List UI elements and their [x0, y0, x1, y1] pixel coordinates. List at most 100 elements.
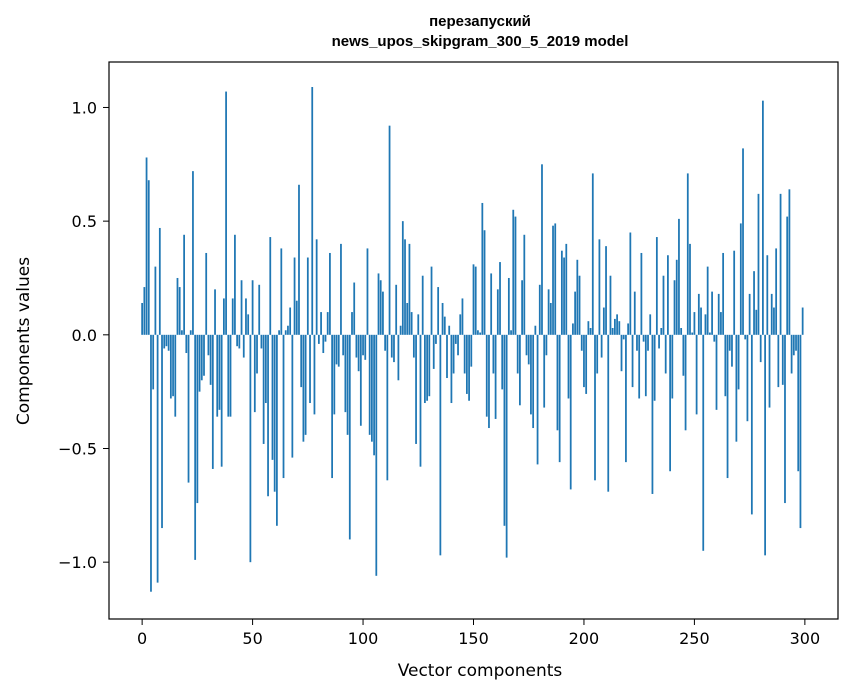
bar [775, 248, 778, 335]
bar [614, 318, 616, 335]
bar [459, 314, 462, 335]
bar [801, 307, 804, 335]
bar [496, 289, 499, 335]
bar [424, 334, 426, 404]
bar [450, 334, 453, 404]
bar [300, 334, 303, 388]
bar [678, 218, 680, 335]
bar [538, 284, 541, 335]
bar [638, 334, 641, 399]
bar [251, 280, 254, 335]
bar [532, 334, 535, 429]
bar [377, 273, 380, 335]
bar [322, 334, 325, 354]
bar [167, 334, 170, 351]
bar [543, 334, 546, 408]
bar [324, 334, 327, 342]
bar [792, 334, 795, 356]
bar [560, 250, 563, 335]
x-tick-label: 0 [137, 629, 147, 648]
bar [669, 334, 671, 472]
bar [194, 334, 197, 560]
bar [545, 334, 548, 356]
x-tick-label: 300 [790, 629, 821, 648]
bar [353, 282, 356, 335]
bar [231, 298, 234, 335]
bar [371, 334, 373, 442]
bar [165, 334, 168, 347]
bar [600, 334, 603, 358]
bar [200, 334, 203, 381]
bar [214, 289, 216, 335]
bar [287, 325, 289, 335]
bar [298, 184, 300, 335]
bar [196, 334, 199, 504]
bar [386, 334, 389, 481]
bar [605, 246, 607, 335]
x-tick-label: 100 [348, 629, 379, 648]
bar [335, 334, 338, 365]
bar [404, 239, 406, 335]
bar [534, 325, 537, 335]
bar [289, 307, 292, 335]
bar [304, 334, 307, 435]
bar [642, 334, 645, 342]
bar [426, 334, 428, 401]
bar [156, 334, 159, 583]
bar [465, 334, 468, 394]
bar [609, 275, 612, 335]
bar [598, 239, 601, 335]
bar [172, 334, 174, 397]
bar [686, 173, 689, 335]
bar [154, 266, 157, 335]
bar [472, 264, 475, 335]
bar [236, 334, 239, 347]
bar [565, 243, 568, 335]
bar [739, 223, 742, 335]
bar [430, 266, 433, 335]
bar [189, 330, 192, 335]
bar [541, 164, 543, 335]
bar [355, 334, 358, 358]
bar [306, 257, 309, 335]
bar [680, 328, 683, 335]
bar [309, 334, 311, 404]
bar [660, 328, 663, 335]
bar [256, 334, 258, 374]
bar [253, 334, 256, 413]
bar [786, 216, 789, 335]
bar [382, 291, 384, 335]
bar [556, 334, 559, 431]
bar [437, 287, 440, 335]
bar [492, 334, 495, 374]
bar [406, 302, 409, 335]
bar [655, 237, 658, 335]
bar [640, 252, 643, 335]
bar [278, 330, 280, 335]
bar [647, 334, 649, 351]
bar [521, 280, 523, 335]
bar [457, 334, 459, 356]
bar [222, 298, 225, 335]
bar [181, 330, 183, 335]
bar [633, 291, 636, 335]
bar [505, 334, 508, 558]
bar [311, 87, 314, 335]
bar [362, 334, 364, 356]
bar [516, 334, 519, 374]
bar [779, 193, 782, 335]
bar [273, 334, 276, 492]
bar [481, 202, 484, 335]
bar [708, 332, 711, 335]
bar [762, 100, 764, 335]
bar [375, 334, 378, 576]
bar [220, 334, 223, 467]
bar [547, 289, 550, 335]
bar [216, 334, 219, 417]
bar [536, 334, 539, 465]
bar [525, 334, 528, 356]
bar [759, 334, 762, 363]
bar [766, 255, 769, 335]
bar [722, 252, 725, 335]
bar [750, 334, 753, 515]
